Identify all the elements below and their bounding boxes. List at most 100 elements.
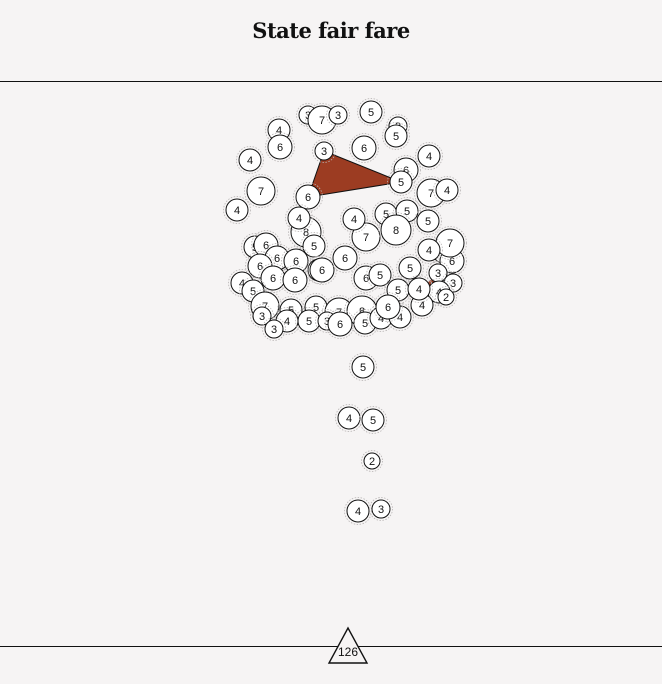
node-halo	[223, 196, 251, 224]
node-label: 4	[355, 506, 361, 518]
node-circle	[287, 206, 311, 230]
node: 5	[414, 207, 442, 235]
node: 4	[433, 176, 461, 204]
node-label: 5	[425, 216, 431, 228]
node: 2	[435, 286, 457, 308]
node-label: 4	[444, 185, 450, 197]
node-circle	[417, 144, 441, 168]
node-label: 4	[419, 300, 425, 312]
chart-title: State fair fare	[252, 18, 410, 43]
node-label: 4	[284, 316, 290, 328]
node-label: 3	[271, 324, 277, 336]
node-halo	[236, 146, 264, 174]
node-label: 5	[377, 270, 383, 282]
node-circle	[359, 100, 383, 124]
node-circle	[417, 238, 441, 262]
node-circle	[238, 148, 262, 172]
node-circle	[225, 198, 249, 222]
node-label: 2	[443, 292, 449, 304]
node-label: 6	[257, 261, 263, 273]
node-halo	[373, 292, 403, 322]
node-label: 4	[234, 205, 240, 217]
node-label: 6	[270, 273, 276, 285]
node: 5	[387, 168, 415, 196]
node-label: 4	[247, 155, 253, 167]
node-halo	[415, 236, 443, 264]
node-label: 5	[360, 362, 366, 374]
node-label: 3	[335, 110, 341, 122]
node-label: 5	[362, 318, 368, 330]
node-circle	[332, 245, 358, 271]
triangle-marker	[327, 626, 369, 664]
node-halo	[250, 304, 274, 328]
node-label: 5	[313, 302, 319, 314]
highlight-polygon	[307, 150, 403, 198]
node-label: 6	[449, 256, 455, 268]
node-halo	[414, 207, 442, 235]
node-halo	[293, 182, 323, 212]
node-label: 3	[259, 311, 265, 323]
node-circle	[351, 135, 377, 161]
node-halo	[251, 230, 281, 260]
node: 5	[396, 254, 424, 282]
bottom-rule	[0, 646, 662, 647]
node-label: 4	[397, 312, 403, 324]
node-label: 5	[393, 131, 399, 143]
node-circle	[407, 277, 431, 301]
node-circle	[295, 184, 321, 210]
node-halo	[382, 122, 410, 150]
node-label: 7	[258, 186, 264, 198]
node-label: 3	[450, 278, 456, 290]
node: 5	[295, 307, 323, 335]
node: 3	[426, 261, 450, 285]
node-label: 6	[361, 143, 367, 155]
node-halo	[437, 246, 467, 276]
node-halo	[326, 103, 350, 127]
node-circle	[371, 499, 391, 519]
node-circle	[389, 170, 413, 194]
node-label: 6	[305, 192, 311, 204]
node-label: 6	[292, 275, 298, 287]
node: 5	[349, 353, 377, 381]
node-label: 3	[435, 268, 441, 280]
bottom-marker: 126	[327, 626, 369, 664]
node-circle	[246, 176, 276, 206]
node-label: 6	[403, 165, 409, 177]
node-circle	[309, 257, 335, 283]
node-label: 5	[395, 285, 401, 297]
node-circle	[346, 499, 370, 523]
node-circle	[267, 134, 293, 160]
node-label: 6	[277, 142, 283, 154]
node-halo	[349, 353, 377, 381]
node-halo	[262, 317, 286, 341]
node: 4	[415, 236, 443, 264]
node-label: 6	[263, 240, 269, 252]
node-label: 5	[306, 316, 312, 328]
node-label: 5	[383, 209, 389, 221]
top-rule	[0, 81, 662, 82]
node: 4	[405, 275, 433, 303]
node-label: 6	[342, 253, 348, 265]
node-halo	[307, 255, 337, 285]
node-halo	[378, 212, 414, 248]
node-label: 5	[398, 177, 404, 189]
node-label: 4	[426, 245, 432, 257]
node-halo	[349, 133, 379, 163]
node-label: 7	[319, 115, 325, 127]
node: 3	[312, 139, 336, 163]
node-label: 5	[368, 107, 374, 119]
node: 4	[344, 497, 372, 525]
node-label: 3	[305, 110, 311, 122]
node: 7	[244, 174, 278, 208]
node-circle	[435, 178, 459, 202]
node-circle	[282, 267, 308, 293]
node-label: 6	[274, 253, 280, 265]
node: 8	[378, 212, 414, 248]
node: 4	[340, 205, 368, 233]
node-halo	[344, 497, 372, 525]
node-halo	[366, 261, 394, 289]
node: 6	[349, 133, 379, 163]
node: 3	[369, 497, 393, 521]
node-circle	[337, 406, 361, 430]
